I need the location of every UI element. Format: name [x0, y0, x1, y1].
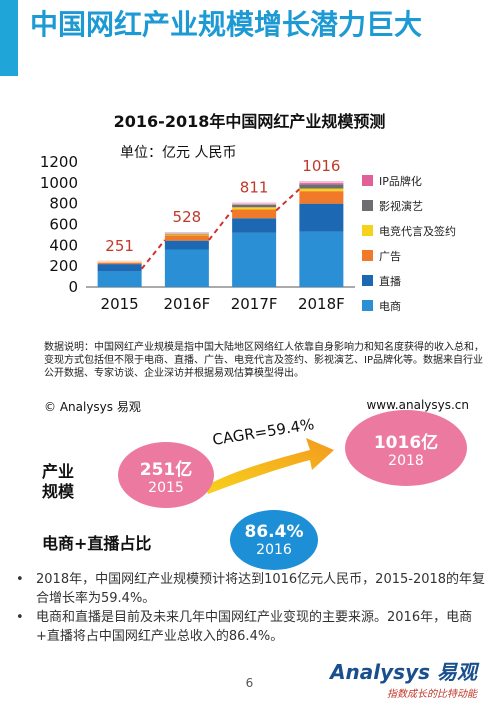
x-tick-label: 2016F — [163, 295, 210, 313]
legend-label: IP品牌化 — [379, 174, 422, 188]
circle-share-2016: 86.4% 2016 — [230, 510, 318, 570]
trend-dash-line — [140, 239, 166, 270]
legend-label: 直播 — [379, 274, 401, 288]
bar-segment — [299, 203, 344, 232]
label-industry-scale: 产业规模 — [42, 462, 75, 501]
bullet-item: • 电商和直播是目前及未来几年中国网红产业变现的主要来源。2016年，电商+直播将… — [16, 608, 486, 646]
y-tick-label: 400 — [49, 236, 78, 254]
legend-label: 电竞代言及签约 — [379, 224, 456, 238]
share-year: 2016 — [256, 542, 292, 558]
title-accent-bar — [0, 0, 18, 76]
legend-item: 广告 — [362, 243, 492, 268]
bar-segment — [97, 271, 142, 287]
legend-item: 电商 — [362, 293, 492, 318]
y-tick-label: 200 — [49, 257, 78, 275]
bar-top-highlight — [232, 202, 277, 205]
chart-unit: 单位：亿元 人民币 — [120, 145, 237, 161]
circle-2015: 251亿 2015 — [118, 442, 214, 508]
bar-top-highlight — [97, 260, 142, 263]
bullet-text: 2018年，中国网红产业规模预计将达到1016亿元人民币，2015-2018的年… — [36, 572, 486, 606]
total-label: 811 — [240, 179, 269, 197]
bar-segment — [299, 184, 344, 189]
y-tick-label: 1000 — [40, 174, 78, 192]
legend-label: 电商 — [379, 299, 401, 313]
bar-top-highlight — [164, 232, 209, 234]
bar-segment — [232, 218, 277, 233]
bar-segment — [299, 191, 344, 204]
total-label: 1016 — [302, 157, 340, 175]
copyright: © Analysys 易观 — [44, 400, 141, 414]
bar-segment — [299, 188, 344, 192]
bar-segment — [232, 232, 277, 287]
logo-text: Analysys 易观 — [330, 660, 477, 684]
legend-item: 影视演艺 — [362, 193, 492, 218]
circle-2018-year: 2018 — [388, 452, 424, 469]
bar-top-highlight — [299, 181, 344, 184]
footer-logo: Analysys 易观 指数成长的比特动能 — [330, 656, 477, 700]
share-value: 86.4% — [244, 522, 304, 542]
page-number: 6 — [245, 676, 254, 690]
circle-2015-value: 251亿 — [139, 459, 193, 480]
label-ecommerce-live-share: 电商+直播占比 — [42, 534, 152, 553]
trend-dash-line — [275, 188, 301, 212]
bar-segment — [164, 235, 209, 241]
bar-segment — [97, 262, 142, 265]
legend-label: 影视演艺 — [379, 199, 423, 213]
y-tick-label: 600 — [49, 216, 78, 234]
bar-segment — [164, 240, 209, 250]
bar-segment — [232, 204, 277, 208]
summary-bullets: • 2018年，中国网红产业规模预计将达到1016亿元人民币，2015-2018的… — [16, 570, 486, 646]
data-note: 数据说明：中国网红产业规模是指中国大陆地区网络红人依靠自身影响力和知名度获得的收… — [44, 342, 484, 379]
bar-segment — [164, 249, 209, 287]
legend-swatch — [362, 225, 373, 236]
circle-2018: 1016亿 2018 — [345, 410, 467, 486]
growth-arrow — [205, 438, 334, 494]
chart-legend: IP品牌化影视演艺电竞代言及签约 广告直播电商 — [362, 168, 492, 318]
legend-swatch — [362, 300, 373, 311]
bar-segment — [97, 264, 142, 272]
website: www.analysys.cn — [366, 398, 469, 412]
legend-label: 广告 — [379, 249, 401, 263]
bullet-text: 电商和直播是目前及未来几年中国网红产业变现的主要来源。2016年，电商+直播将占… — [36, 610, 473, 644]
legend-swatch — [362, 250, 373, 261]
page-title: 中国网红产业规模增长潜力巨大 — [30, 8, 423, 41]
bar-segment — [232, 209, 277, 219]
x-tick-label: 2018F — [298, 295, 345, 313]
x-tick-label: 2017F — [231, 295, 278, 313]
bullet-item: • 2018年，中国网红产业规模预计将达到1016亿元人民币，2015-2018的… — [16, 572, 486, 606]
chart-title: 2016-2018年中国网红产业规模预测 — [113, 112, 386, 131]
stacked-bar-chart: 0 200 400 600 800 1000 1200 251 2015 528 2016F 811 2… — [40, 153, 355, 313]
circle-2015-year: 2015 — [148, 479, 184, 496]
y-tick-label: 0 — [68, 278, 78, 296]
logo-slogan: 指数成长的比特动能 — [387, 689, 477, 700]
x-tick-label: 2015 — [101, 295, 139, 313]
total-label: 528 — [173, 208, 202, 226]
legend-item: 直播 — [362, 268, 492, 293]
legend-item: IP品牌化 — [362, 168, 492, 193]
legend-item: 电竞代言及签约 — [362, 218, 492, 243]
y-tick-label: 1200 — [40, 153, 78, 171]
circle-2018-value: 1016亿 — [373, 432, 439, 453]
trend-dash-line — [208, 209, 233, 241]
bar-segment — [164, 234, 209, 236]
legend-swatch — [362, 275, 373, 286]
legend-swatch — [362, 200, 373, 211]
y-tick-label: 800 — [49, 195, 78, 213]
legend-swatch — [362, 175, 373, 186]
total-label: 251 — [105, 237, 134, 255]
bar-segment — [299, 231, 344, 287]
bar-segment — [232, 207, 277, 210]
